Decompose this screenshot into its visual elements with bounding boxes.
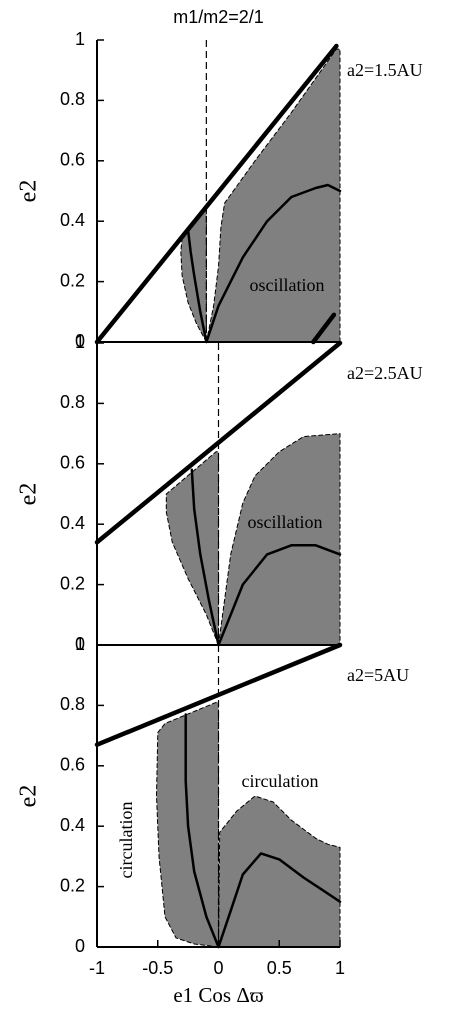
y-tick-label: 0.6 bbox=[60, 150, 85, 170]
panel-label: a2=2.5AU bbox=[347, 363, 423, 383]
y-axis-label: e2 bbox=[16, 180, 42, 203]
curve bbox=[217, 852, 342, 949]
y-tick-label: 0.4 bbox=[60, 513, 85, 533]
region bbox=[218, 433, 341, 646]
y-tick-label: 0 bbox=[75, 634, 85, 654]
curve bbox=[311, 312, 337, 345]
y-tick-label: 0.2 bbox=[60, 875, 85, 895]
chart-title: m1/m2=2/1 bbox=[173, 7, 264, 27]
region bbox=[205, 48, 341, 343]
panel-label: a2=5AU bbox=[347, 665, 409, 685]
region bbox=[165, 451, 219, 646]
curve bbox=[184, 713, 220, 949]
curve bbox=[94, 642, 343, 747]
x-axis-label: e1 Cos Δϖ bbox=[173, 983, 263, 1007]
y-tick-label: 0.8 bbox=[60, 392, 85, 412]
x-tick-label: -0.5 bbox=[142, 958, 173, 978]
y-tick-label: 0.6 bbox=[60, 755, 85, 775]
region bbox=[218, 795, 341, 948]
annotation: circulation bbox=[242, 771, 319, 791]
x-tick-label: 1 bbox=[335, 958, 345, 978]
y-tick-label: 1 bbox=[75, 332, 85, 352]
curve bbox=[205, 183, 342, 344]
curve bbox=[186, 229, 208, 344]
panel-label: a2=1.5AU bbox=[347, 60, 423, 80]
y-tick-label: 1 bbox=[75, 634, 85, 654]
y-tick-label: 0 bbox=[75, 331, 85, 351]
y-axis-label: e2 bbox=[16, 483, 42, 506]
y-tick-label: 0.8 bbox=[60, 694, 85, 714]
y-tick-label: 0 bbox=[75, 936, 85, 956]
y-tick-label: 1 bbox=[75, 29, 85, 49]
curve bbox=[190, 468, 220, 647]
y-tick-label: 0.6 bbox=[60, 453, 85, 473]
annotation: circulation bbox=[116, 802, 136, 879]
y-axis-label: e2 bbox=[16, 785, 42, 808]
x-tick-label: -1 bbox=[89, 958, 105, 978]
annotation: oscillation bbox=[248, 512, 323, 532]
curve bbox=[217, 544, 342, 647]
y-tick-label: 0.2 bbox=[60, 270, 85, 290]
x-tick-label: 0.5 bbox=[267, 958, 292, 978]
y-tick-label: 0.8 bbox=[60, 89, 85, 109]
annotation: oscillation bbox=[250, 275, 325, 295]
y-tick-label: 0.4 bbox=[60, 815, 85, 835]
curve bbox=[94, 340, 343, 545]
y-tick-label: 0.2 bbox=[60, 573, 85, 593]
curve bbox=[94, 43, 339, 345]
y-tick-label: 0.4 bbox=[60, 210, 85, 230]
x-tick-label: 0 bbox=[213, 958, 223, 978]
